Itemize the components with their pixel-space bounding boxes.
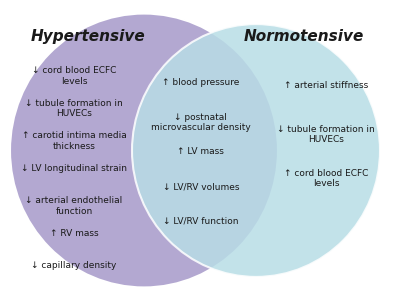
Text: ↓ postnatal
microvascular density: ↓ postnatal microvascular density xyxy=(151,113,251,132)
Text: ↑ LV mass: ↑ LV mass xyxy=(177,147,224,157)
Text: ↓ LV longitudinal strain: ↓ LV longitudinal strain xyxy=(21,164,127,173)
Text: Hypertensive: Hypertensive xyxy=(31,29,145,44)
Text: ↓ tubule formation in
HUVECs: ↓ tubule formation in HUVECs xyxy=(25,99,123,118)
Text: ↓ LV/RV function: ↓ LV/RV function xyxy=(163,217,238,226)
Text: ↑ blood pressure: ↑ blood pressure xyxy=(162,78,240,87)
Text: ↑ carotid intima media
thickness: ↑ carotid intima media thickness xyxy=(22,131,126,150)
Text: ↑ RV mass: ↑ RV mass xyxy=(50,229,98,238)
Text: ↓ arterial endothelial
function: ↓ arterial endothelial function xyxy=(25,196,123,216)
Text: ↓ LV/RV volumes: ↓ LV/RV volumes xyxy=(162,182,239,191)
Text: ↑ cord blood ECFC
levels: ↑ cord blood ECFC levels xyxy=(284,169,368,188)
Text: ↓ cord blood ECFC
levels: ↓ cord blood ECFC levels xyxy=(32,66,116,85)
Ellipse shape xyxy=(10,14,278,287)
Text: ↑ arterial stiffness: ↑ arterial stiffness xyxy=(284,81,368,90)
Text: Normotensive: Normotensive xyxy=(244,29,364,44)
Text: ↓ capillary density: ↓ capillary density xyxy=(31,261,117,270)
Text: ↓ tubule formation in
HUVECs: ↓ tubule formation in HUVECs xyxy=(277,125,375,144)
Ellipse shape xyxy=(132,24,380,277)
